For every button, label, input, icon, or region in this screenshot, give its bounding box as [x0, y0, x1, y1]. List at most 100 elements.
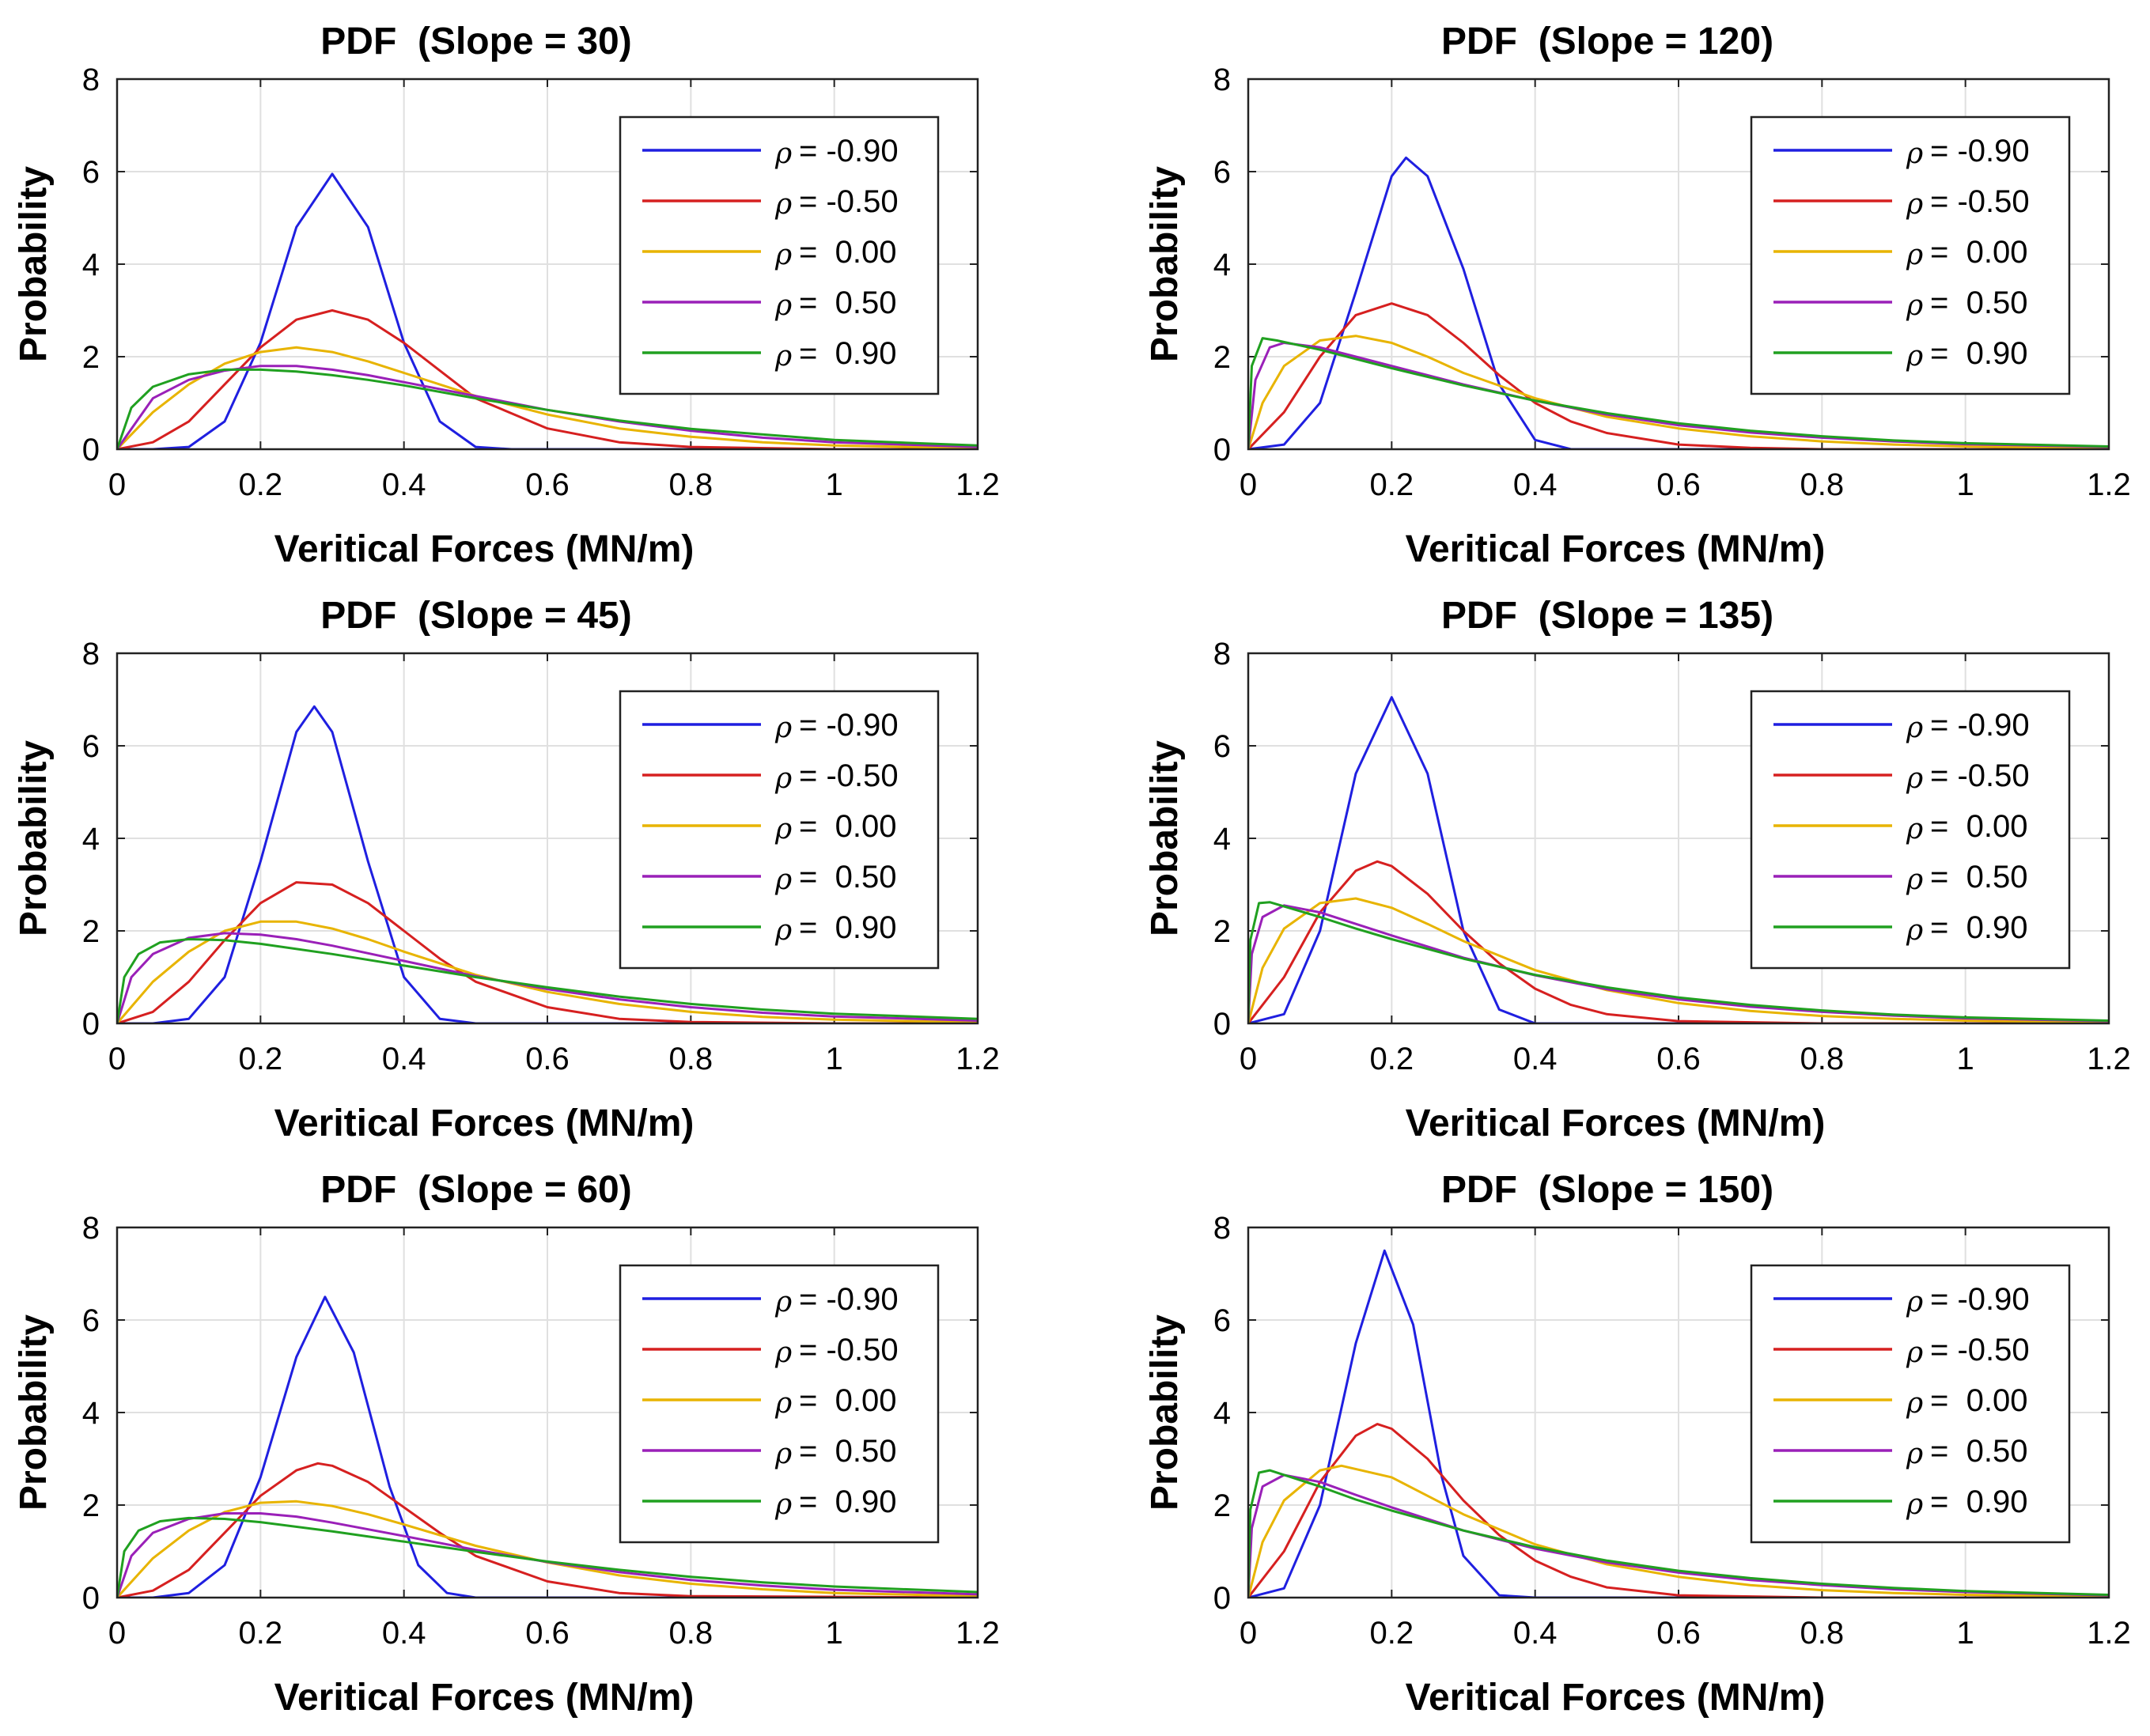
- chart-panel-5: 0 0.2 0.4 0.6 0.8 1 1.2 0 2 4 6 8 PDF (Slope = 60) Ve…: [13, 1169, 1000, 1719]
- legend-box: [619, 1264, 940, 1544]
- legend-rho-symbol: ρ: [1906, 914, 1923, 947]
- series-line-rho-0p50: [117, 932, 978, 1023]
- y-tick-label: 4: [82, 822, 100, 857]
- y-tick-label: 6: [82, 1303, 100, 1338]
- chart-panel-1: 0 0.2 0.4 0.6 0.8 1 1.2 0 2 4 6 8 PDF (Slope = 30) Ve…: [13, 21, 1000, 570]
- legend-label: = 0.00: [799, 235, 896, 270]
- x-tick-label: 0.4: [1513, 467, 1558, 502]
- chart-title: PDF (Slope = 135): [1441, 595, 1773, 637]
- y-tick-label: 6: [82, 155, 100, 190]
- legend-label: = -0.90: [1930, 134, 2030, 168]
- x-tick-label: 0: [1240, 1042, 1257, 1076]
- series-group: [117, 1295, 978, 1598]
- legend-rho-symbol: ρ: [1906, 1438, 1923, 1470]
- series-line-rho--0p90: [117, 172, 978, 449]
- y-tick-label: 2: [82, 1488, 100, 1523]
- legend-rho-symbol: ρ: [1906, 188, 1923, 221]
- series-group: [1248, 696, 2109, 1023]
- legend-label: = -0.50: [799, 184, 899, 219]
- x-tick-label: 0: [108, 1042, 126, 1076]
- y-tick-label: 0: [82, 433, 100, 467]
- legend-rho-symbol: ρ: [774, 289, 792, 322]
- series-line-rho-0p00: [117, 1500, 978, 1598]
- x-tick-label: 0.6: [1656, 467, 1701, 502]
- legend-rho-symbol: ρ: [774, 138, 792, 170]
- x-tick-label: 1: [1957, 1042, 1974, 1076]
- legend-rho-symbol: ρ: [1906, 1337, 1923, 1369]
- series-line-rho-0p90: [1248, 337, 2109, 449]
- series-line-rho-0p90: [117, 368, 978, 449]
- x-tick-label: 0.2: [1370, 467, 1414, 502]
- series-line-rho--0p90: [117, 1295, 978, 1598]
- x-tick-label: 1.2: [956, 1616, 1000, 1651]
- legend: ρ = -0.90ρ = -0.50ρ = 0.00ρ = 0.50ρ = 0.90: [1750, 1264, 2071, 1544]
- series-line-rho-0p50: [117, 1512, 978, 1598]
- legend-rho-symbol: ρ: [774, 864, 792, 896]
- legend-box: [619, 690, 940, 970]
- legend-box: [619, 115, 940, 395]
- legend-rho-symbol: ρ: [774, 1286, 792, 1318]
- legend-rho-symbol: ρ: [1906, 1488, 1923, 1521]
- y-axis-label: Probability: [1144, 166, 1186, 362]
- series-line-rho-0p00: [117, 920, 978, 1023]
- legend-label: = -0.90: [799, 134, 899, 168]
- legend-label: = 0.90: [799, 336, 896, 371]
- chart-title: PDF (Slope = 45): [320, 595, 631, 637]
- y-tick-label: 8: [1213, 1211, 1231, 1246]
- x-tick-label: 1: [826, 467, 843, 502]
- legend-label: = 0.50: [1930, 860, 2027, 894]
- x-tick-label: 0.4: [1513, 1616, 1558, 1651]
- x-axis-label: Veritical Forces (MN/m): [274, 1677, 695, 1719]
- legend-label: = 0.50: [1930, 1434, 2027, 1469]
- legend-box: [1750, 115, 2071, 395]
- series-line-rho--0p50: [1248, 1423, 2109, 1598]
- chart-title: PDF (Slope = 120): [1441, 21, 1773, 62]
- y-tick-label: 8: [82, 637, 100, 671]
- legend-label: = -0.50: [799, 1333, 899, 1367]
- x-axis-label: Veritical Forces (MN/m): [1406, 528, 1826, 570]
- legend-label: = 0.90: [1930, 336, 2027, 371]
- y-tick-label: 2: [82, 914, 100, 949]
- x-axis-label: Veritical Forces (MN/m): [274, 1102, 695, 1144]
- legend-box: [1750, 690, 2071, 970]
- x-tick-label: 1.2: [2087, 467, 2131, 502]
- legend-rho-symbol: ρ: [774, 1337, 792, 1369]
- x-tick-label: 1: [826, 1042, 843, 1076]
- axes-box: [1247, 652, 2110, 1025]
- x-axis-label: Veritical Forces (MN/m): [274, 528, 695, 570]
- y-axis-label: Probability: [13, 740, 55, 936]
- x-tick-label: 0.6: [1656, 1042, 1701, 1076]
- y-tick-label: 6: [1213, 1303, 1231, 1338]
- legend-label: = 0.00: [1930, 235, 2027, 270]
- legend-label: = 0.90: [799, 1484, 896, 1519]
- y-axis-label: Probability: [13, 1314, 55, 1511]
- legend-rho-symbol: ρ: [774, 1438, 792, 1470]
- legend-rho-symbol: ρ: [774, 188, 792, 221]
- legend-label: = -0.50: [1930, 758, 2030, 793]
- y-tick-label: 4: [82, 1396, 100, 1431]
- x-tick-label: 1: [826, 1616, 843, 1651]
- legend-rho-symbol: ρ: [774, 762, 792, 795]
- x-tick-label: 0.2: [1370, 1042, 1414, 1076]
- y-tick-label: 2: [1213, 914, 1231, 949]
- x-tick-label: 0: [1240, 1616, 1257, 1651]
- chart-panel-4: 0 0.2 0.4 0.6 0.8 1 1.2 0 2 4 6 8 PDF (Slope = 135) V…: [1144, 595, 2131, 1144]
- axes-box: [115, 1226, 979, 1599]
- y-tick-label: 0: [82, 1007, 100, 1042]
- legend-rho-symbol: ρ: [1906, 762, 1923, 795]
- chart-panel-3: 0 0.2 0.4 0.6 0.8 1 1.2 0 2 4 6 8 PDF (Slope = 45) Ve…: [13, 595, 1000, 1144]
- legend-box: [1750, 1264, 2071, 1544]
- legend-label: = -0.50: [1930, 184, 2030, 219]
- x-tick-label: 0.4: [382, 1616, 426, 1651]
- legend-rho-symbol: ρ: [1906, 1286, 1923, 1318]
- legend-rho-symbol: ρ: [774, 1387, 792, 1420]
- series-group: [117, 172, 978, 449]
- legend-label: = -0.90: [799, 1282, 899, 1317]
- legend-label: = 0.90: [799, 910, 896, 945]
- x-tick-label: 0.4: [382, 1042, 426, 1076]
- x-tick-label: 0.4: [382, 467, 426, 502]
- series-line-rho--0p90: [117, 705, 978, 1023]
- y-tick-label: 6: [1213, 155, 1231, 190]
- legend-label: = 0.90: [1930, 910, 2027, 945]
- x-tick-label: 0.4: [1513, 1042, 1558, 1076]
